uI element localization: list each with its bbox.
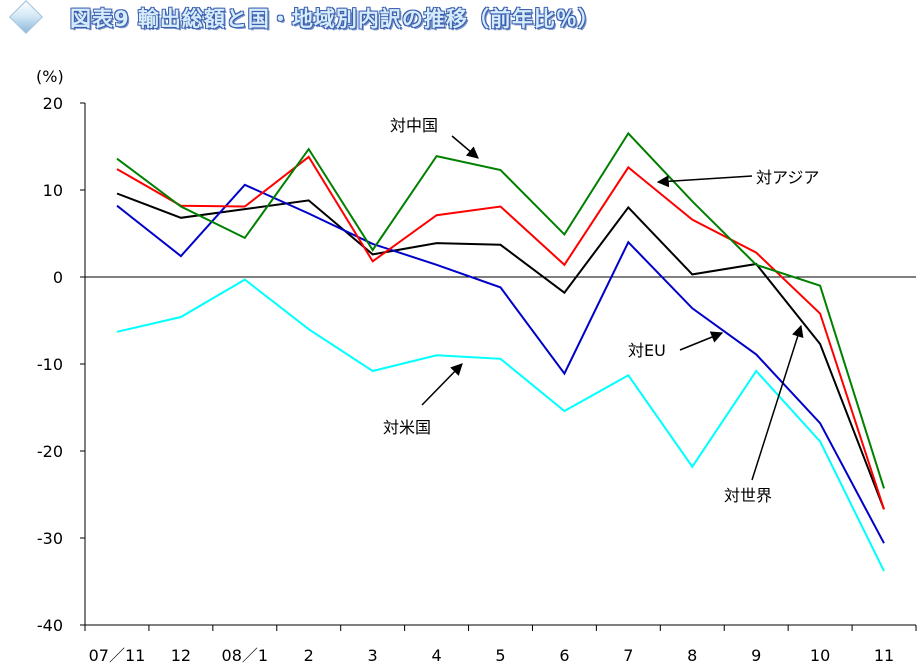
axes: 20 10 0 -10 -20 -30 -40 (%) 07／11 12 08／1 2 3 4 5 6 7 8 9 1… — [36, 67, 917, 664]
x-tick-label: 10 — [810, 646, 830, 664]
y-tick-label: 20 — [43, 94, 63, 113]
y-tick-label: -10 — [37, 355, 63, 374]
annotation-arrow — [451, 135, 479, 159]
annotation-label: 対世界 — [724, 486, 772, 505]
x-tick-label: 9 — [751, 646, 761, 664]
y-tick-label: 0 — [53, 268, 63, 287]
series-line-2 — [116, 278, 885, 572]
x-tick-label: 11 — [874, 646, 894, 664]
y-axis-label: (%) — [36, 67, 64, 86]
series-line-1 — [116, 192, 885, 510]
x-tick-label: 7 — [623, 646, 633, 664]
x-tick-label: 3 — [368, 646, 378, 664]
y-tick-label: -40 — [37, 616, 63, 635]
x-tick-label: 5 — [495, 646, 505, 664]
annotation-label: 対中国 — [390, 116, 438, 135]
x-tick-label: 4 — [431, 646, 441, 664]
title-bar: 図表9 輸出総額と国・地域別内訳の推移（前年比％） — [0, 0, 918, 40]
annotation-arrow — [421, 363, 463, 406]
annotation-label: 対EU — [628, 341, 666, 360]
series-line-4 — [116, 155, 885, 510]
y-tick-label: 10 — [43, 181, 63, 200]
chart-title: 図表9 輸出総額と国・地域別内訳の推移（前年比％） — [70, 7, 600, 31]
y-tick-label: -30 — [37, 529, 63, 548]
annotation-arrow — [656, 175, 753, 188]
annotation-arrow — [751, 324, 804, 481]
x-tick-label: 07／11 — [89, 646, 146, 664]
y-tick-label: -20 — [37, 442, 63, 461]
x-tick-label: 6 — [559, 646, 569, 664]
annotation-arrow — [679, 331, 724, 351]
series-line-3 — [116, 183, 885, 544]
series-line-5 — [116, 131, 885, 489]
annotation-label: 対米国 — [383, 418, 431, 437]
annotation-label: 対アジア — [756, 168, 819, 187]
x-tick-label: 12 — [171, 646, 191, 664]
x-tick-label: 2 — [304, 646, 314, 664]
x-tick-label: 08／1 — [222, 646, 269, 664]
series-lines — [116, 131, 885, 572]
x-tick-label: 8 — [687, 646, 697, 664]
